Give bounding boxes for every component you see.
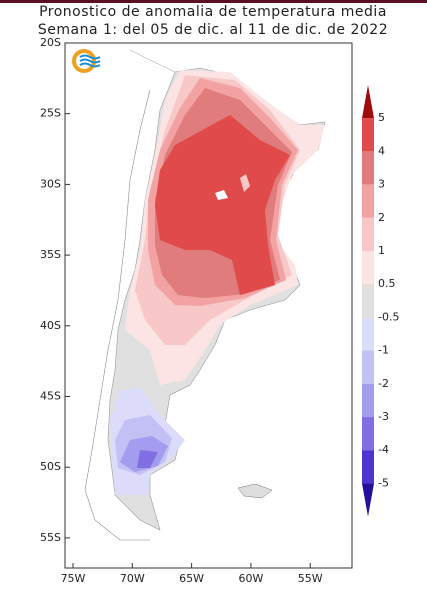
colorbar-label: 1 (378, 244, 385, 257)
colorbar-label: 0.5 (378, 277, 396, 290)
colorbar-box (362, 284, 374, 318)
top-border (0, 0, 427, 3)
lat-label: 55S (40, 531, 61, 544)
colorbar-box (362, 383, 374, 417)
lat-label: 45S (40, 390, 61, 403)
border-line (129, 49, 176, 73)
colorbar-box (362, 118, 374, 152)
colorbar-box (362, 151, 374, 185)
lat-label: 35S (40, 248, 61, 261)
colorbar-arrow (362, 483, 374, 517)
anomaly-white-spot (215, 190, 228, 200)
colorbar-label: -5 (378, 476, 389, 489)
colorbar-label: 2 (378, 211, 385, 224)
colorbar-box (362, 417, 374, 451)
falklands (237, 483, 273, 499)
colorbar-box (362, 184, 374, 218)
colorbar-label: 5 (378, 111, 385, 124)
lat-label: 30S (40, 177, 61, 190)
lon-label: 60W (238, 572, 263, 585)
colorbar-box (362, 350, 374, 384)
map (64, 42, 353, 569)
logo (72, 49, 101, 73)
lon-label: 65W (179, 572, 204, 585)
logo-ring (72, 49, 96, 73)
colorbar-box (362, 251, 374, 285)
coastline-chile (84, 89, 151, 541)
colorbar-box (362, 317, 374, 351)
title-line: Pronostico de anomalia de temperatura me… (39, 4, 387, 20)
colorbar-box (362, 217, 374, 251)
title-line: Semana 1: del 05 de dic. al 11 de dic. d… (38, 22, 388, 38)
anomaly-4-5 (155, 115, 290, 295)
colorbar-label: 3 (378, 178, 385, 191)
lat-label: 40S (40, 319, 61, 332)
colorbar-label: -2 (378, 377, 389, 390)
logo-waves (79, 54, 101, 68)
lon-label: 75W (61, 572, 86, 585)
lat-label: 25S (40, 107, 61, 120)
lat-label: 50S (40, 460, 61, 473)
colorbar-box (362, 450, 374, 484)
anomaly-low-spot (240, 174, 250, 192)
lon-label: 70W (120, 572, 145, 585)
map-frame (64, 42, 353, 569)
colorbar-label: 4 (378, 144, 385, 157)
lat-label: 20S (40, 36, 61, 49)
colorbar-label: -3 (378, 410, 389, 423)
colorbar-arrow (362, 85, 374, 119)
colorbar-label: -4 (378, 443, 389, 456)
anomaly-neg-3 (137, 450, 158, 468)
colorbar-label: -1 (378, 344, 389, 357)
colorbar-label: -0.5 (378, 310, 399, 323)
lon-label: 55W (298, 572, 323, 585)
